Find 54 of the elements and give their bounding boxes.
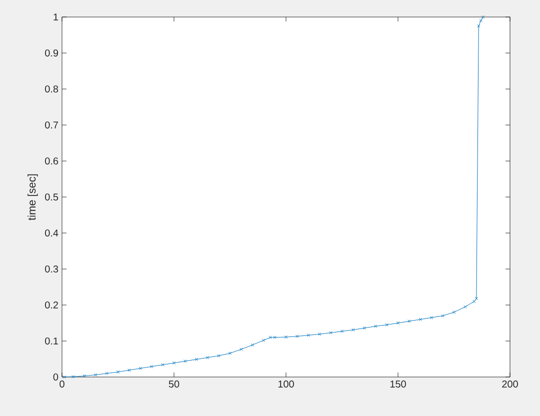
point [479, 18, 483, 22]
point [329, 331, 332, 334]
point [105, 372, 108, 376]
y-tick-label: 1 [54, 14, 58, 20]
y-tick-label: 0.3 [45, 265, 58, 273]
y-tick-label: 0.1 [45, 337, 58, 345]
x-tick-label: 100 [278, 380, 294, 388]
y-tick-label: 0.4 [45, 229, 58, 237]
point [464, 305, 467, 308]
point [441, 314, 444, 318]
point [474, 296, 478, 300]
point [296, 334, 299, 338]
point [128, 368, 131, 372]
point [138, 366, 142, 370]
point [362, 326, 366, 330]
point [306, 334, 310, 337]
point [476, 24, 480, 28]
x-tick-label: 150 [390, 380, 406, 388]
y-tick-label: 0.5 [45, 193, 58, 201]
point [228, 352, 232, 355]
point [250, 343, 254, 347]
point [430, 316, 434, 320]
point [172, 361, 176, 365]
x-tick-label: 200 [502, 380, 518, 388]
point [452, 310, 456, 314]
point [352, 328, 355, 332]
point [161, 363, 164, 366]
point [472, 300, 476, 304]
y-tick-label: 0.9 [45, 49, 58, 57]
point [385, 323, 388, 326]
point [82, 374, 86, 378]
point [408, 320, 411, 323]
x-tick-label: 50 [168, 380, 180, 388]
point [72, 374, 75, 378]
point [194, 358, 198, 362]
point [318, 332, 322, 336]
y-axis-title: time [sec] [28, 174, 38, 220]
point [340, 330, 344, 333]
y-tick-label: 0 [53, 373, 58, 381]
x-tick-label: 0 [60, 380, 64, 388]
point [184, 360, 187, 363]
y-tick-label: 0.2 [45, 301, 58, 309]
point [94, 373, 98, 376]
y-tick-label: 0.7 [45, 121, 58, 129]
y-tick-label: 0.8 [45, 85, 58, 93]
point [150, 364, 154, 368]
point [418, 318, 422, 322]
point [206, 356, 210, 360]
point [240, 348, 243, 351]
y-tick-label: 0.6 [45, 157, 58, 165]
point [262, 338, 266, 342]
point [374, 324, 378, 328]
point [116, 370, 120, 374]
point [217, 354, 220, 358]
